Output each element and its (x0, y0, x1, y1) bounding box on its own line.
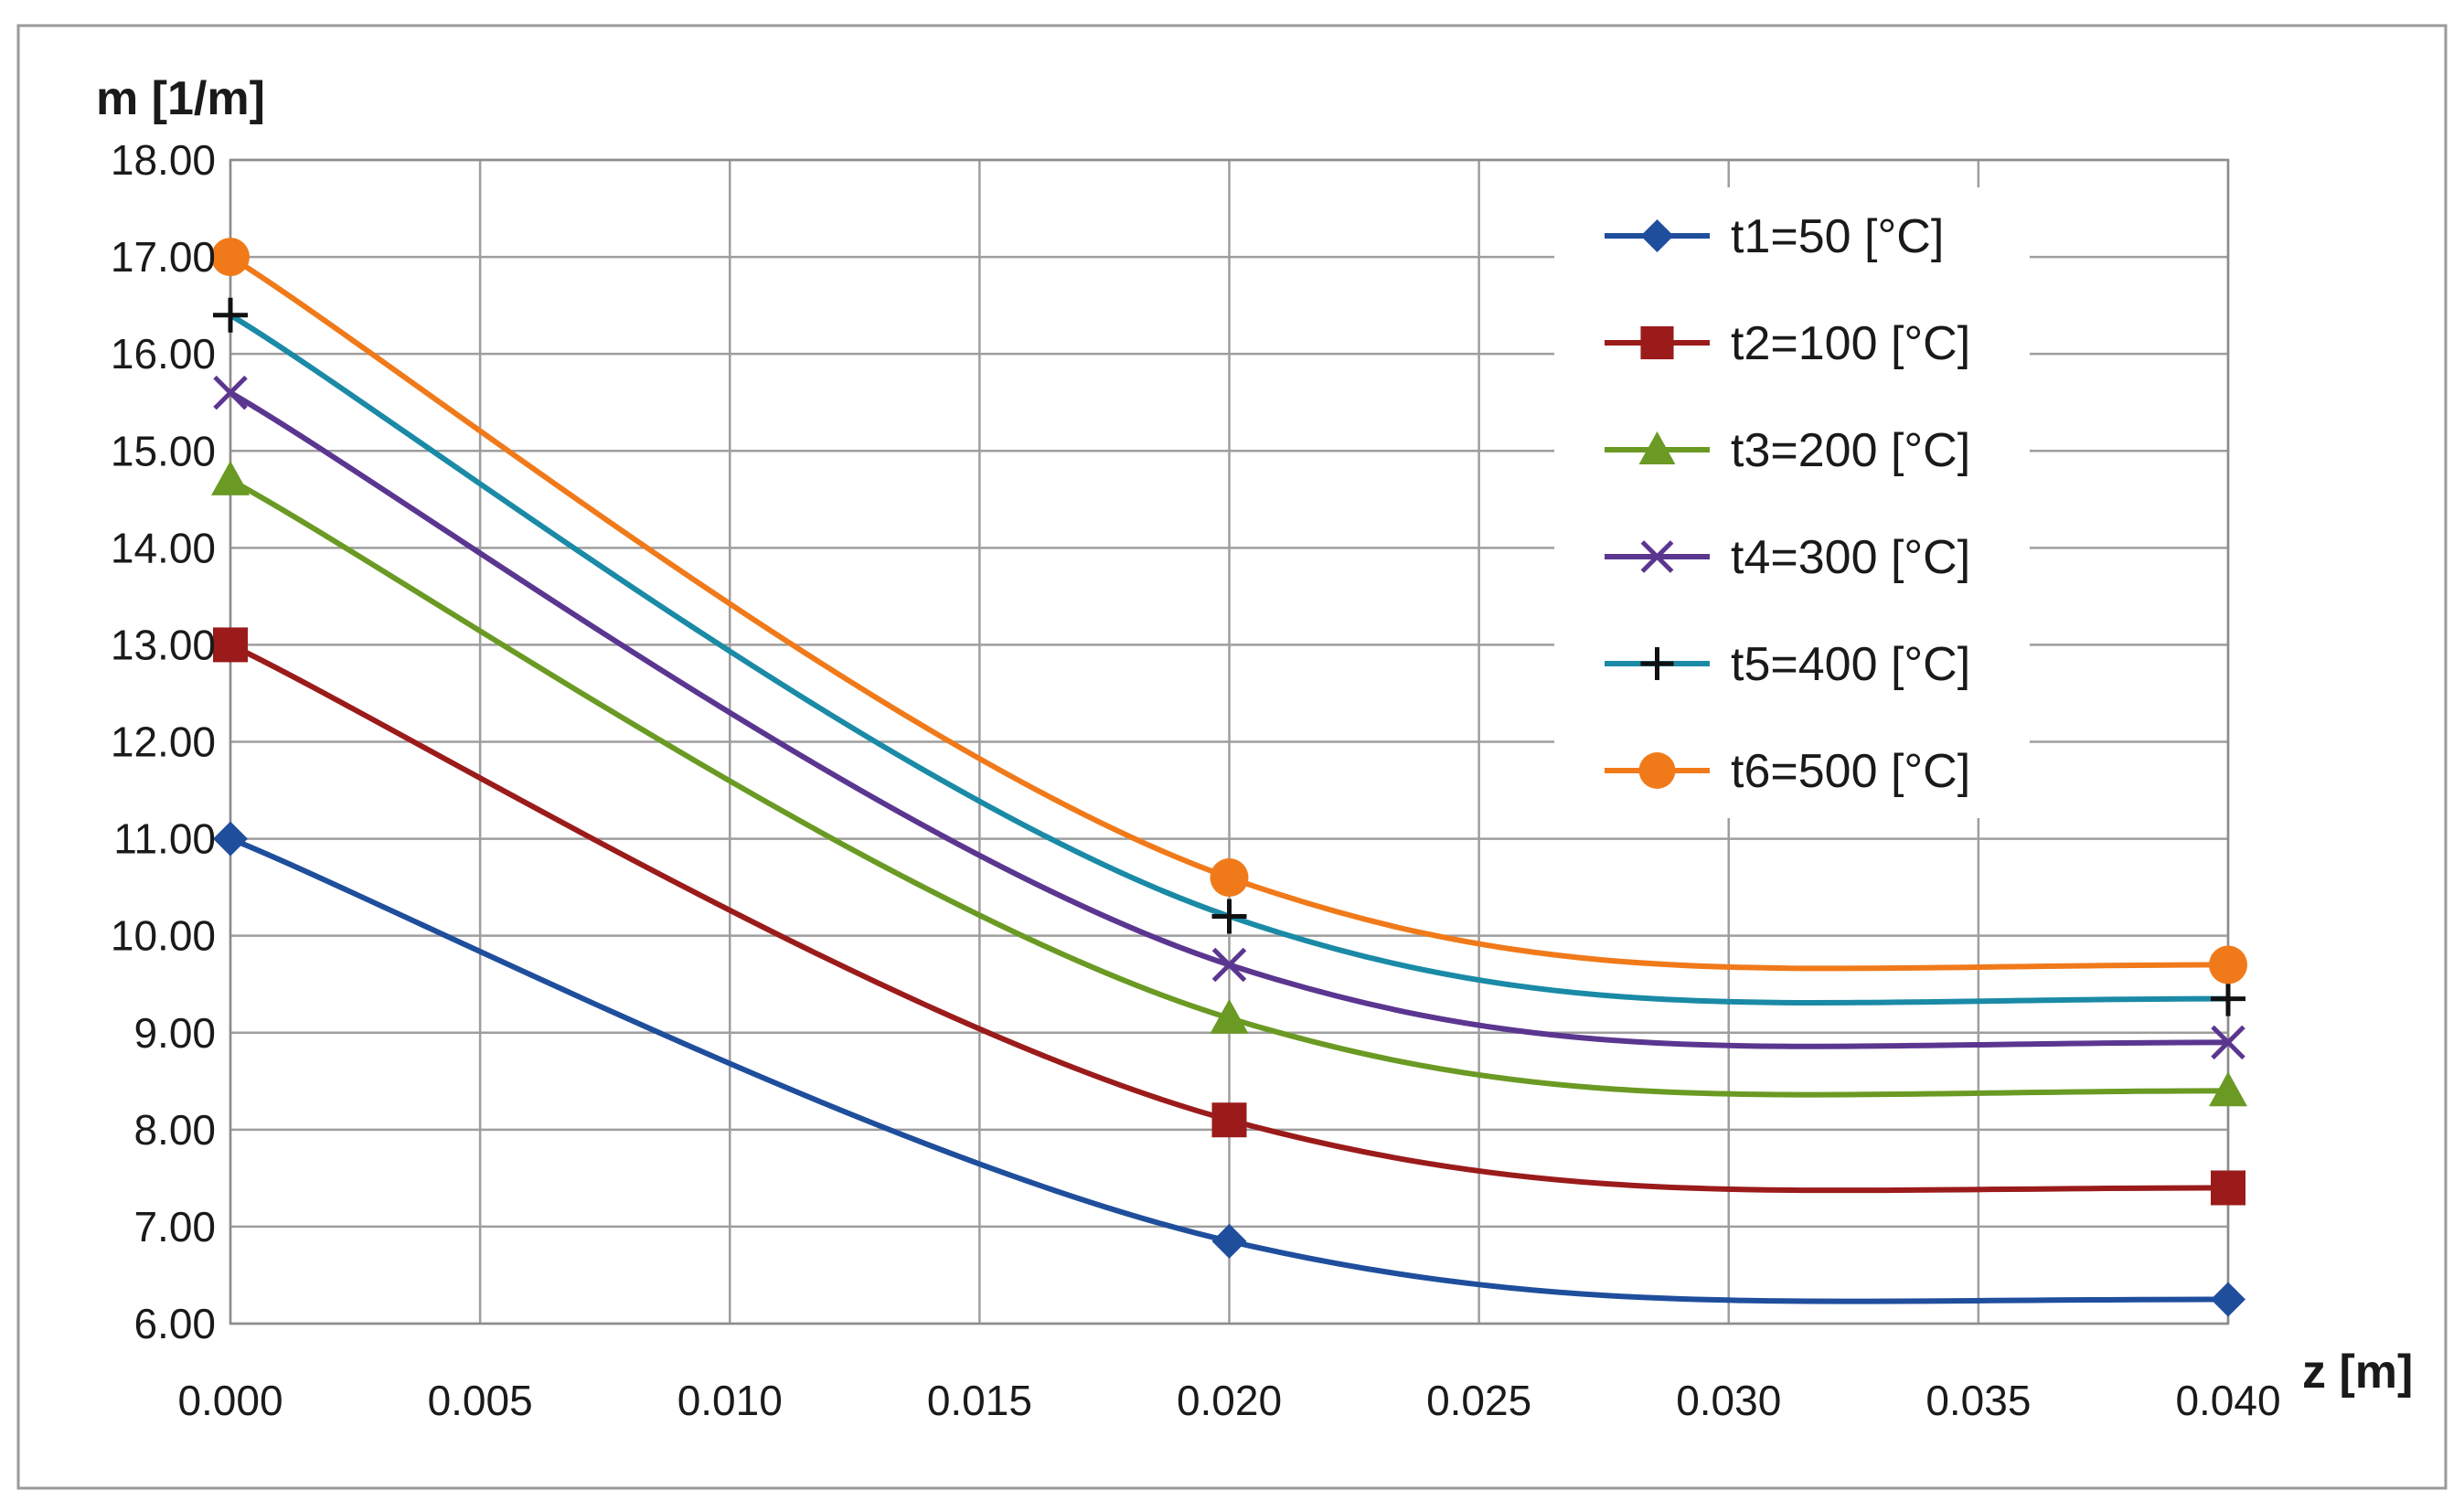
data-point-marker (211, 238, 250, 277)
series-t6-500-c (211, 238, 2247, 984)
data-point-marker (213, 375, 248, 410)
data-point-marker (2209, 945, 2247, 984)
plot-area-border (229, 158, 2230, 1325)
data-point-marker (2209, 1071, 2247, 1107)
data-point-marker (2211, 1025, 2245, 1060)
y-tick-label: 15.00 (111, 427, 216, 474)
y-tick-label: 16.00 (111, 330, 216, 378)
data-point-marker (1211, 899, 1247, 934)
x-tick-label: 0.005 (428, 1377, 533, 1424)
y-tick-label: 11.00 (113, 815, 216, 863)
legend-marker (1640, 218, 1674, 253)
y-tick-label: 12.00 (111, 718, 216, 766)
legend-marker (1640, 325, 1674, 360)
y-tick-label: 7.00 (133, 1203, 216, 1250)
y-tick-label: 9.00 (133, 1009, 216, 1057)
data-point-marker (1210, 998, 1249, 1034)
y-tick-label: 8.00 (133, 1106, 216, 1154)
data-point-marker (213, 627, 248, 663)
x-tick-label: 0.035 (1925, 1377, 2031, 1424)
series-t1-50-c (213, 821, 2245, 1317)
legend-item-t4-300-c: t4=300 [°C] (1605, 531, 1970, 584)
legend-item-t5-400-c: t5=400 [°C] (1605, 638, 1970, 691)
data-point-marker (1211, 1102, 1247, 1138)
x-tick-label: 0.000 (177, 1377, 283, 1424)
y-tick-label: 17.00 (111, 233, 216, 281)
x-tick-label: 0.025 (1426, 1377, 1531, 1424)
legend-label: t3=200 [°C] (1731, 424, 1970, 477)
data-point-marker (1211, 1223, 1247, 1259)
chart-border (16, 24, 2448, 1490)
x-tick-label: 0.040 (2175, 1377, 2280, 1424)
legend-label: t1=50 [°C] (1731, 210, 1944, 263)
x-axis-title: z [m] (2302, 1346, 2413, 1399)
data-point-marker (213, 821, 248, 857)
series-layer (211, 238, 2247, 1317)
data-point-marker (2211, 981, 2245, 1016)
y-tick-label: 6.00 (133, 1300, 216, 1347)
legend-label: t4=300 [°C] (1731, 531, 1970, 584)
series-t4-300-c (213, 375, 2245, 1060)
legend-marker (1638, 431, 1676, 464)
legend-marker (1640, 540, 1674, 573)
x-tick-label: 0.010 (677, 1377, 783, 1424)
data-point-marker (1211, 947, 1247, 983)
legend-item-t6-500-c: t6=500 [°C] (1605, 745, 1970, 798)
series-t5-400-c (213, 297, 2245, 1016)
legend-item-t2-100-c: t2=100 [°C] (1605, 317, 1970, 370)
data-point-marker (2211, 1282, 2245, 1317)
x-tick-label: 0.030 (1676, 1377, 1781, 1424)
legend-marker (1638, 752, 1676, 789)
y-axis-title: m [1/m] (96, 72, 265, 125)
data-point-marker (1210, 858, 1249, 898)
legend-item-t1-50-c: t1=50 [°C] (1605, 210, 1944, 263)
legend-background (1554, 187, 2030, 818)
data-point-marker (211, 461, 250, 495)
legend-marker (1640, 646, 1674, 681)
y-tick-label: 13.00 (111, 621, 216, 668)
y-tick-label: 18.00 (111, 136, 216, 184)
legend-item-t3-200-c: t3=200 [°C] (1605, 424, 1970, 477)
x-tick-label: 0.015 (927, 1377, 1032, 1424)
data-point-marker (213, 297, 248, 333)
y-tick-label: 10.00 (111, 912, 216, 960)
tick-labels: 6.00 7.00 8.00 9.00 10.00 11.00 12.00 13.00 14.0… (111, 136, 2281, 1424)
x-tick-label: 0.020 (1177, 1377, 1282, 1424)
legend-label: t5=400 [°C] (1731, 638, 1970, 691)
data-point-marker (2211, 1170, 2245, 1206)
series-t3-200-c (211, 461, 2247, 1107)
legend-label: t2=100 [°C] (1731, 317, 1970, 370)
legend: t1=50 [°C] t2=100 [°C] t3=200 [°C] t4=300 [… (1554, 187, 2030, 818)
legend-label: t6=500 [°C] (1731, 745, 1970, 798)
y-tick-label: 14.00 (111, 524, 216, 571)
series-t2-100-c (213, 627, 2245, 1206)
